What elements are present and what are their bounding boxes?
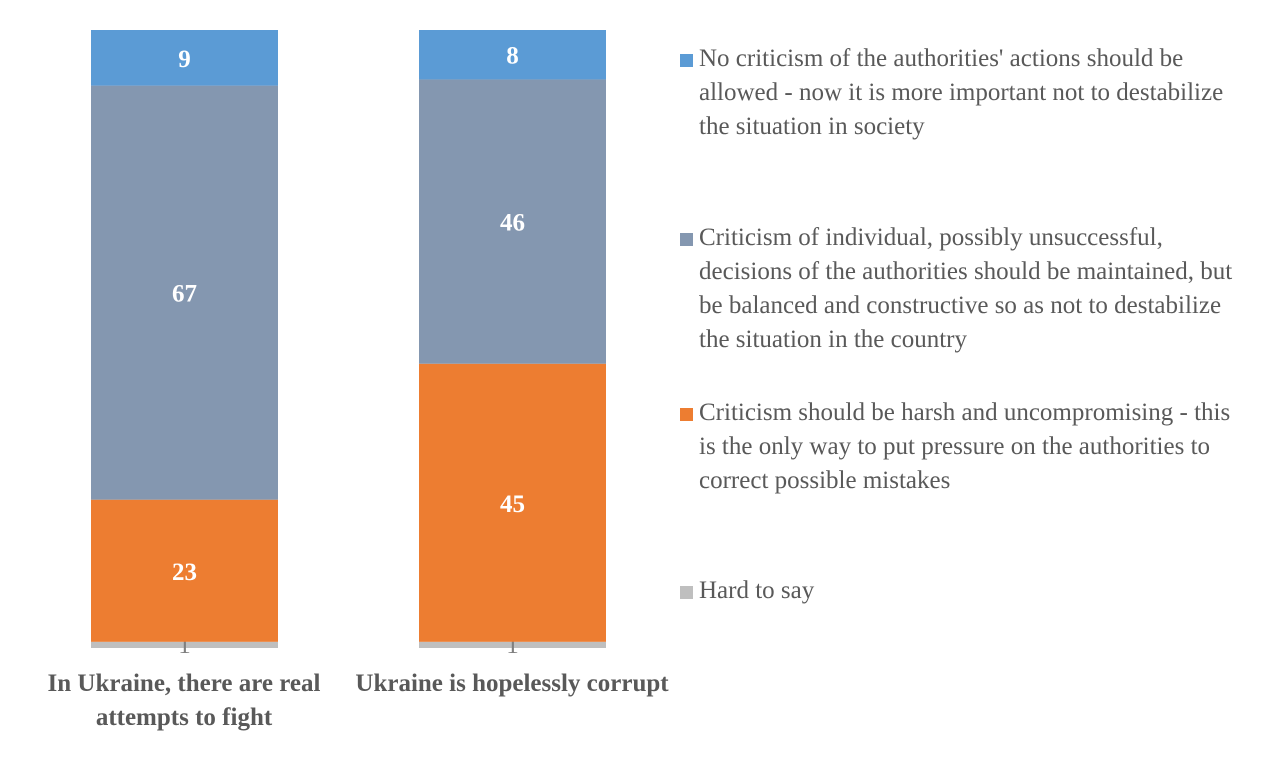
- data-label: 67: [172, 281, 197, 308]
- bar-segment: [91, 499, 278, 642]
- legend-label: No criticism of the authorities' actions…: [699, 45, 1224, 140]
- data-label: 9: [178, 46, 191, 73]
- legend-item-harsh-criticism: Criticism should be harsh and uncompromi…: [680, 396, 1250, 498]
- legend-swatch-gray-icon: [680, 586, 693, 599]
- category-label-2: Ukraine is hopelessly corrupt: [355, 670, 669, 697]
- bar-segment: [419, 363, 606, 642]
- legend-item-no-criticism: No criticism of the authorities' actions…: [680, 42, 1250, 144]
- legend-swatch-orange-icon: [680, 408, 693, 421]
- bar-segment: [91, 641, 278, 648]
- legend-label: Criticism of individual, possibly unsucc…: [699, 224, 1233, 353]
- bar-segment: [419, 641, 606, 648]
- category-label-1: In Ukraine, there are real attempts to f…: [47, 670, 321, 731]
- bar-segment: [91, 85, 278, 500]
- legend-swatch-gray-blue-icon: [680, 233, 693, 246]
- legend-label: Hard to say: [699, 577, 815, 604]
- legend-swatch-blue-icon: [680, 54, 693, 67]
- legend-item-hard-to-say: Hard to say: [680, 574, 1250, 608]
- bar-segment: [91, 30, 278, 86]
- data-label: 8: [506, 43, 519, 70]
- data-label: 46: [500, 210, 525, 237]
- bar-segment: [419, 30, 606, 80]
- data-label: 23: [172, 559, 197, 586]
- legend-label: Criticism should be harsh and uncompromi…: [699, 399, 1231, 494]
- bar-segment: [419, 79, 606, 364]
- data-label: 45: [500, 491, 525, 518]
- legend-item-balanced-criticism: Criticism of individual, possibly unsucc…: [680, 221, 1250, 357]
